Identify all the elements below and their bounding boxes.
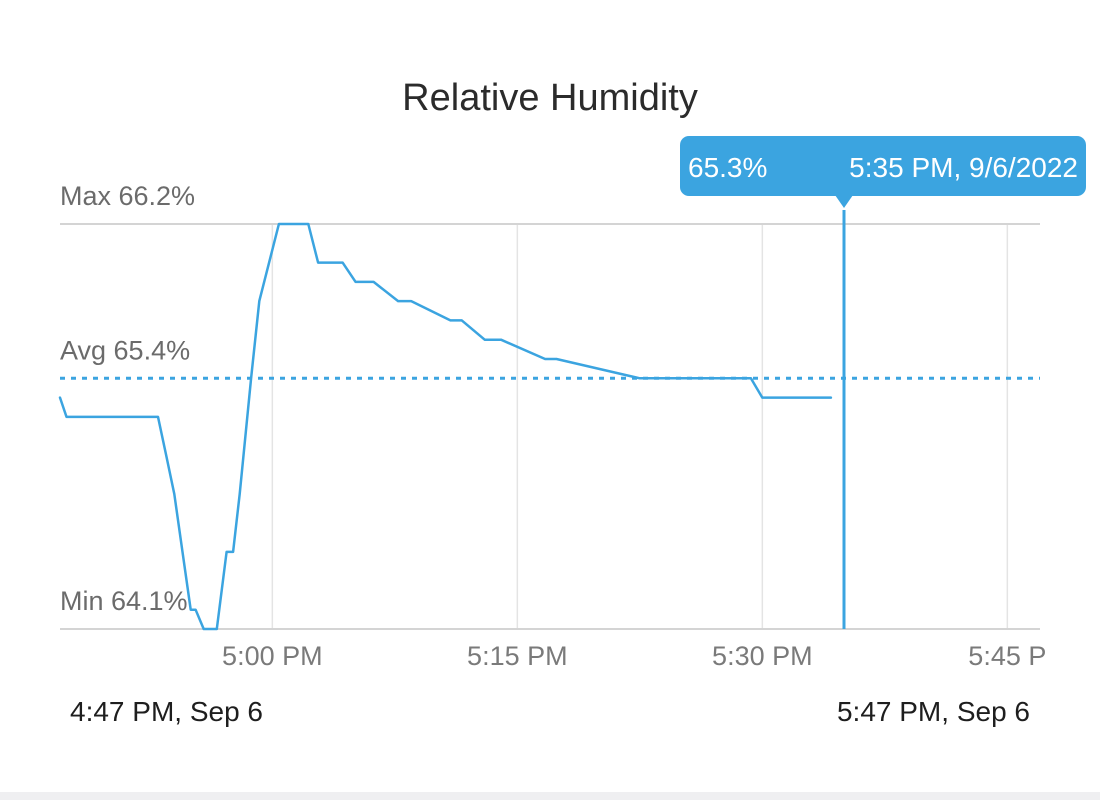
range-end-label: 5:47 PM, Sep 6	[837, 696, 1030, 727]
humidity-series-line	[58, 222, 833, 631]
vertical-grid	[271, 224, 1009, 629]
tooltip-background	[680, 136, 1086, 196]
x-tick-label-2: 5:30 PM	[712, 641, 813, 671]
bottom-band	[0, 792, 1100, 800]
reference-lines: Max 66.2% Avg 65.4% Min 64.1%	[60, 181, 1040, 630]
tooltip-time: 5:35 PM, 9/6/2022	[849, 152, 1078, 183]
cursor-tooltip: 65.3% 5:35 PM, 9/6/2022	[680, 136, 1086, 208]
tooltip-pointer	[835, 195, 853, 208]
range-start-label: 4:47 PM, Sep 6	[70, 696, 263, 727]
reference-label-0: Max 66.2%	[60, 181, 195, 211]
x-tick-label-0: 5:00 PM	[222, 641, 323, 671]
chart-title: Relative Humidity	[402, 77, 698, 119]
x-axis-ticks: 5:00 PM 5:15 PM 5:30 PM 5:45 P	[222, 641, 1046, 671]
x-tick-label-1: 5:15 PM	[467, 641, 568, 671]
tooltip-value: 65.3%	[688, 152, 767, 183]
reference-label-1: Avg 65.4%	[60, 335, 190, 365]
cursor-layer[interactable]: 65.3% 5:35 PM, 9/6/2022	[680, 136, 1086, 629]
series-layer	[58, 222, 833, 631]
reference-label-2: Min 64.1%	[60, 586, 188, 616]
x-tick-label-3: 5:45 P	[968, 641, 1046, 671]
